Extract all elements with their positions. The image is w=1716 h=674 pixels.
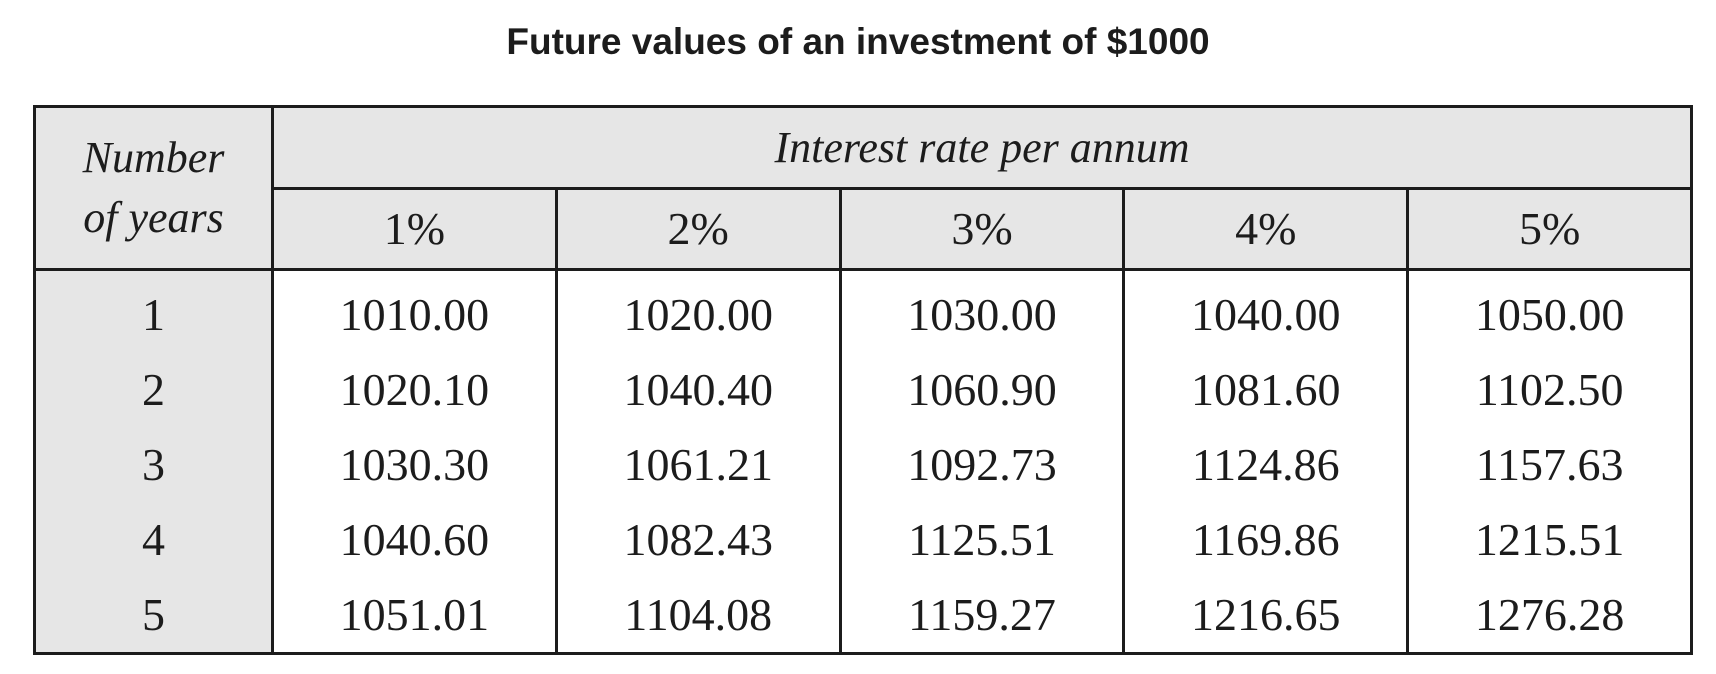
value-cell: 1061.21 bbox=[554, 427, 842, 502]
years-cell: 2 bbox=[33, 352, 274, 427]
table-title: Future values of an investment of $1000 bbox=[506, 21, 1210, 62]
value-cell: 1040.40 bbox=[554, 352, 842, 427]
value-cell: 1020.00 bbox=[554, 269, 842, 352]
value-cell: 1215.51 bbox=[1406, 502, 1694, 577]
table-row: 4 1040.60 1082.43 1125.51 1169.86 1215.5… bbox=[33, 502, 1694, 577]
value-cell: 1030.30 bbox=[271, 427, 558, 502]
value-cell: 1157.63 bbox=[1406, 427, 1694, 502]
rate-header-1: 1% bbox=[271, 186, 558, 271]
years-column-header: Number of years bbox=[33, 105, 274, 271]
value-cell: 1125.51 bbox=[838, 502, 1126, 577]
rate-header-2: 2% bbox=[554, 186, 842, 271]
value-cell: 1169.86 bbox=[1122, 502, 1410, 577]
value-cell: 1159.27 bbox=[838, 577, 1126, 655]
rate-header-5: 5% bbox=[1406, 186, 1694, 271]
years-header-line-1: Number bbox=[82, 133, 225, 182]
rate-header-4: 4% bbox=[1122, 186, 1410, 271]
value-cell: 1102.50 bbox=[1406, 352, 1694, 427]
years-cell: 5 bbox=[33, 577, 274, 655]
table-row: 5 1051.01 1104.08 1159.27 1216.65 1276.2… bbox=[33, 577, 1694, 655]
table-row: 2 1020.10 1040.40 1060.90 1081.60 1102.5… bbox=[33, 352, 1694, 427]
value-cell: 1040.60 bbox=[271, 502, 558, 577]
value-cell: 1082.43 bbox=[554, 502, 842, 577]
value-cell: 1060.90 bbox=[838, 352, 1126, 427]
value-cell: 1104.08 bbox=[554, 577, 842, 655]
value-cell: 1040.00 bbox=[1122, 269, 1410, 352]
value-cell: 1051.01 bbox=[271, 577, 558, 655]
table-row: 3 1030.30 1061.21 1092.73 1124.86 1157.6… bbox=[33, 427, 1694, 502]
value-cell: 1050.00 bbox=[1406, 269, 1694, 352]
value-cell: 1124.86 bbox=[1122, 427, 1410, 502]
value-cell: 1092.73 bbox=[838, 427, 1126, 502]
future-values-table: Number of years Interest rate per annum … bbox=[33, 105, 1694, 655]
value-cell: 1276.28 bbox=[1406, 577, 1694, 655]
value-cell: 1030.00 bbox=[838, 269, 1126, 352]
value-cell: 1020.10 bbox=[271, 352, 558, 427]
interest-rate-group-header: Interest rate per annum bbox=[270, 105, 1694, 190]
value-cell: 1216.65 bbox=[1122, 577, 1410, 655]
years-header-line-2: of years bbox=[83, 193, 224, 242]
rate-header-3: 3% bbox=[838, 186, 1126, 271]
value-cell: 1010.00 bbox=[271, 269, 558, 352]
years-cell: 1 bbox=[33, 269, 274, 352]
table-row: 1 1010.00 1020.00 1030.00 1040.00 1050.0… bbox=[33, 269, 1694, 352]
value-cell: 1081.60 bbox=[1122, 352, 1410, 427]
years-cell: 3 bbox=[33, 427, 274, 502]
years-cell: 4 bbox=[33, 502, 274, 577]
